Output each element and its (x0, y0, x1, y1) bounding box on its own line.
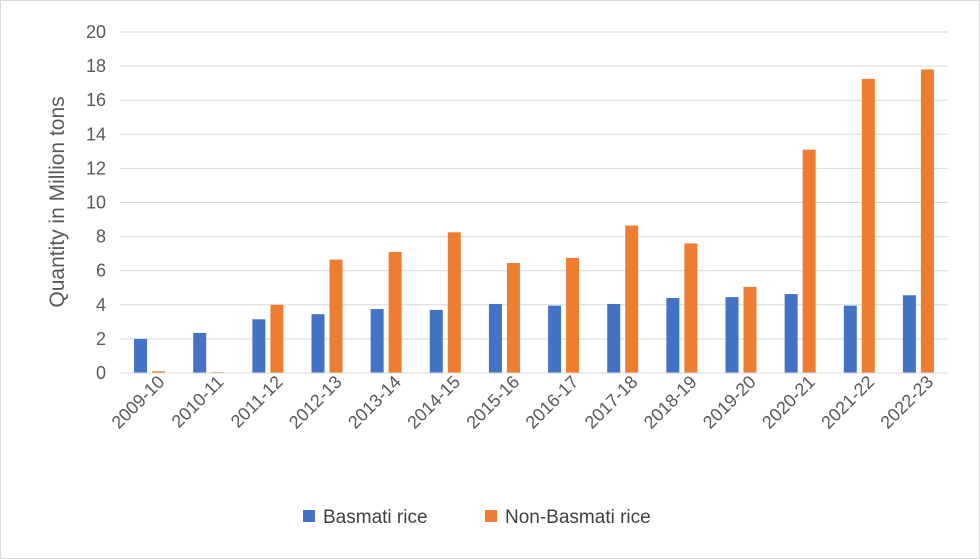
bar-non-basmati (270, 304, 284, 373)
bar-basmati (370, 309, 384, 373)
bar-non-basmati (684, 243, 698, 373)
bar-basmati (607, 303, 621, 373)
bar-basmati (488, 303, 502, 373)
y-tick-label: 8 (96, 227, 106, 247)
bar-non-basmati (329, 259, 343, 373)
y-axis-label: Quantity in Million tons (46, 96, 69, 307)
bar-basmati (193, 332, 207, 373)
y-axis-ticks: 0 2 4 6 8 10 12 14 16 18 20 (86, 22, 106, 383)
bar-non-basmati (506, 263, 520, 373)
legend-label: Basmati rice (323, 507, 428, 528)
y-tick-label: 20 (86, 22, 106, 42)
x-tick-label: 2016-17 (522, 372, 583, 433)
x-tick-label: 2019-20 (699, 372, 760, 433)
bar-basmati (843, 305, 857, 373)
bar-basmati (311, 314, 325, 373)
x-tick-label: 2011-12 (227, 372, 287, 432)
x-tick-label: 2021-22 (817, 372, 878, 433)
x-tick-label: 2013-14 (344, 372, 405, 433)
y-tick-label: 18 (86, 56, 106, 76)
x-tick-label: 2022-23 (876, 372, 937, 433)
y-tick-label: 2 (96, 329, 106, 349)
y-tick-label: 12 (86, 158, 106, 178)
x-axis-ticks: 2009-10 2010-11 2011-122012-132013-142014-… (108, 372, 938, 433)
x-tick-label: 2012-13 (285, 372, 346, 433)
gridlines (120, 31, 948, 340)
bars (134, 69, 934, 373)
legend: Basmati rice Non-Basmati rice (303, 507, 651, 528)
x-tick-label: 2015-16 (462, 372, 523, 433)
bar-non-basmati (388, 251, 402, 373)
bar-basmati (134, 338, 148, 373)
bar-non-basmati (625, 225, 639, 373)
x-tick-label: 2014-15 (403, 372, 464, 433)
x-tick-label: 2018-19 (640, 372, 701, 433)
y-tick-label: 4 (96, 295, 106, 315)
bar-basmati (784, 294, 798, 373)
bar-basmati (252, 319, 266, 373)
x-tick-label: 2010-11 (168, 372, 228, 432)
bar-basmati (548, 305, 562, 373)
y-tick-label: 6 (96, 261, 106, 281)
y-tick-label: 10 (86, 193, 106, 213)
y-tick-label: 16 (86, 90, 106, 110)
bar-basmati (666, 297, 680, 373)
y-tick-label: 14 (86, 124, 106, 144)
bar-non-basmati (447, 232, 461, 373)
x-tick-label: 2009-10 (108, 372, 169, 433)
legend-swatch (485, 510, 497, 522)
bar-basmati (902, 295, 916, 373)
bar-non-basmati (743, 286, 757, 373)
bar-basmati (429, 309, 443, 373)
legend-swatch (303, 510, 315, 522)
y-tick-label: 0 (96, 363, 106, 383)
bar-non-basmati (566, 257, 580, 373)
legend-label: Non-Basmati rice (505, 507, 651, 528)
x-tick-label: 2020-21 (758, 372, 819, 433)
bar-non-basmati (861, 78, 875, 373)
bar-non-basmati (152, 371, 166, 373)
bar-non-basmati (920, 69, 934, 373)
bar-non-basmati (802, 149, 816, 373)
bar-basmati (725, 297, 739, 373)
x-tick-label: 2017-18 (581, 372, 642, 433)
